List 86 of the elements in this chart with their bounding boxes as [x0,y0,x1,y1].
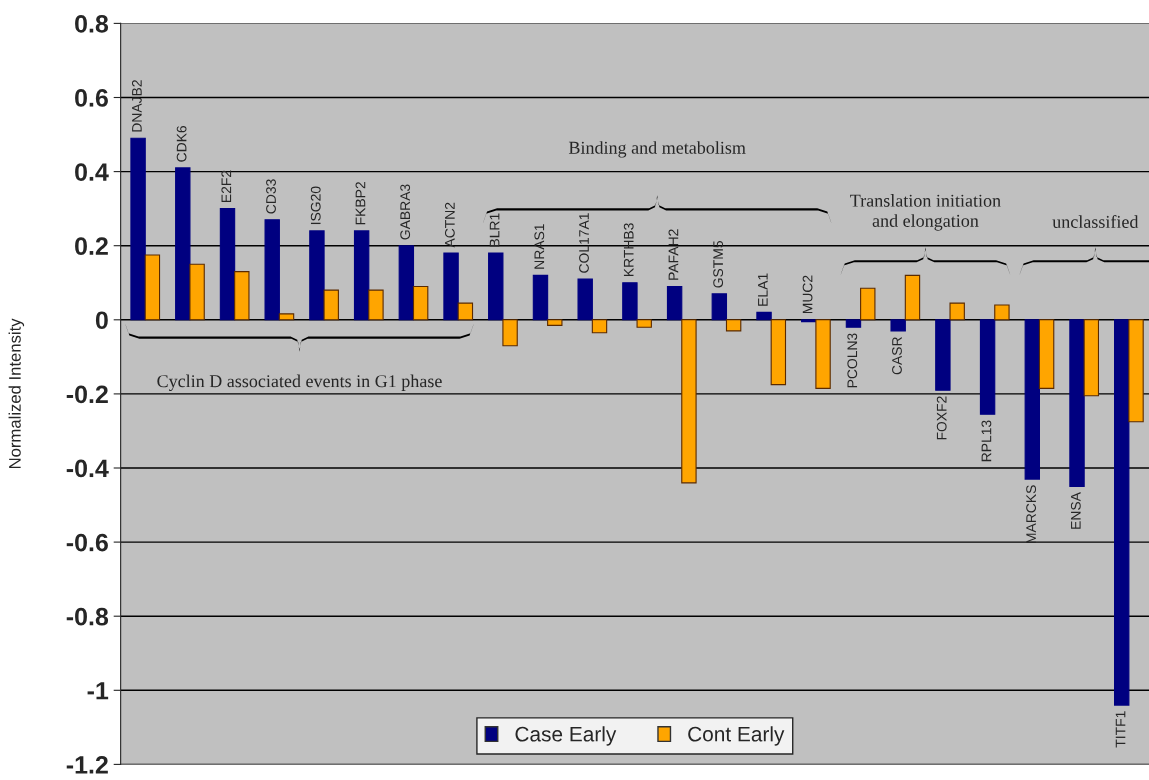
bar [1024,319,1041,480]
x-tick-label: DNAJB2 [131,80,142,132]
annotation: Cyclin D associated events in G1 phase [157,374,442,391]
x-tick-label: TITF1 [1115,711,1126,748]
x-tick-label: MARCKS [1026,485,1037,543]
bar [547,319,563,326]
bar [756,311,772,321]
bar [815,319,831,389]
y-tick-label: -0.6 [66,533,108,552]
bar [994,304,1010,321]
y-tick-label: -0.2 [66,385,108,404]
x-tick-label: ENSA [1070,492,1081,529]
bar [681,319,697,484]
bar [1038,319,1055,389]
bar [189,263,205,321]
x-tick-label: PCOLN3 [847,333,858,388]
bar [725,319,742,332]
x-tick-label: FOXF2 [936,396,947,440]
bar [532,274,549,321]
x-tick-label: COL17A1 [579,213,589,273]
bar [175,167,191,321]
bar [979,319,996,415]
y-axis-title: Normalized Intensity [8,318,25,469]
y-tick-label: 0.4 [75,163,109,181]
bar [636,319,652,328]
bar [502,319,518,347]
bar [219,208,236,321]
bar [890,319,906,332]
bar [770,319,787,386]
y-tick-label: 0 [95,311,108,330]
bar [845,319,862,328]
bar [860,287,876,321]
bar [353,230,370,321]
bar [1114,319,1130,706]
bar [323,289,339,321]
bar [264,219,280,321]
x-tick-label: CDK6 [176,125,187,162]
bar [711,293,728,321]
bar [1128,319,1144,423]
y-tick-label: -0.8 [66,607,109,626]
x-tick-label: MUC2 [802,275,813,314]
bar [368,289,384,321]
bar [904,274,921,321]
x-tick-label: ELA1 [758,273,768,306]
legend-label: Case Early [515,726,617,746]
x-tick-label: CASR [892,337,902,375]
bar [949,302,965,321]
legend-label: Cont Early [688,726,785,746]
bar [666,285,683,321]
y-tick-label: -1.2 [66,756,108,774]
y-tick-label: -1 [87,682,109,700]
bar [488,252,504,321]
bar [591,319,608,334]
x-tick-label: ISG20 [310,186,321,225]
x-tick-label: BLR1 [489,213,500,247]
y-tick-label: 0.6 [75,89,108,107]
annotation: Binding and metabolism [568,141,746,158]
x-tick-label: KRTHB3 [623,223,634,277]
y-tick-label: -0.4 [66,459,109,478]
bar [144,254,161,321]
x-tick-label: GSTM5 [713,241,724,288]
bar [130,137,146,321]
x-tick-label: ACTN2 [444,202,455,248]
bar [577,278,593,321]
bar [443,252,459,321]
x-tick-label: GABRA3 [400,184,411,240]
y-tick-label: 0.2 [75,237,108,255]
bar [622,282,638,321]
bar [412,285,429,321]
x-tick-label: RPL13 [981,420,992,462]
annotation: unclassified [1052,215,1139,228]
x-tick-label: FKBP2 [355,182,366,225]
bar [1083,319,1100,397]
y-tick-label: 0.8 [75,15,109,33]
bar [234,271,250,321]
x-tick-label: PAFAH2 [668,229,679,280]
annotation: Translation initiation and elongation [850,194,1001,231]
x-tick-label: E2F2 [221,170,232,202]
x-tick-label: NRAS1 [534,224,545,269]
bar [309,230,325,321]
bar [457,302,474,321]
bar [1069,319,1085,488]
x-tick-label: CD33 [266,179,276,214]
bar [278,313,295,321]
bar [935,319,951,391]
bar [398,245,415,321]
